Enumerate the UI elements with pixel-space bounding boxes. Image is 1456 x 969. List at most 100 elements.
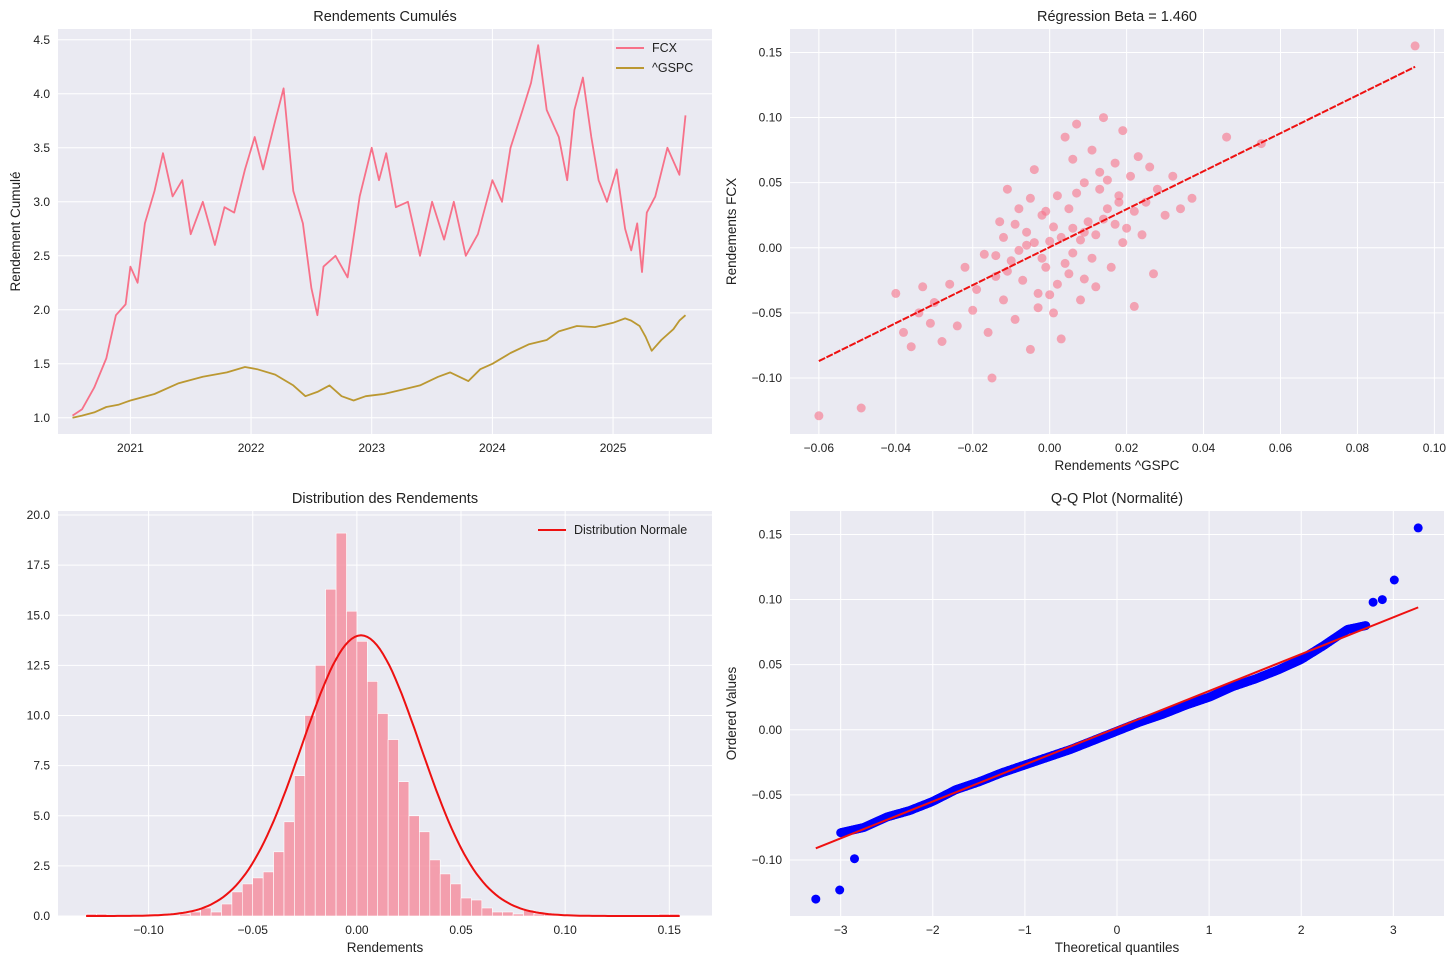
x-tick-label: −0.06 xyxy=(804,441,835,455)
y-tick-label: 0.15 xyxy=(759,527,783,541)
histogram-bar xyxy=(335,532,347,917)
plot-marks xyxy=(814,41,1420,421)
scatter-point xyxy=(1072,119,1082,129)
scatter-point xyxy=(1087,253,1097,263)
x-tick-label: 2022 xyxy=(238,441,265,455)
scatter-point xyxy=(1118,238,1128,248)
qq-point xyxy=(811,894,821,904)
x-tick-label: 2023 xyxy=(358,441,385,455)
x-tick-label: −0.02 xyxy=(958,441,989,455)
scatter-point xyxy=(1045,236,1055,246)
x-tick-label: 0.10 xyxy=(553,923,577,937)
x-tick-label: 0.08 xyxy=(1346,441,1370,455)
scatter-point xyxy=(891,288,901,298)
scatter-point xyxy=(1102,175,1112,185)
y-tick-label: 0.15 xyxy=(759,45,783,59)
scatter-point xyxy=(1041,262,1051,272)
histogram-bar xyxy=(419,831,431,917)
histogram-bar xyxy=(273,851,285,917)
scatter-point xyxy=(1099,113,1108,123)
scatter-point xyxy=(1095,167,1105,177)
histogram-bar xyxy=(408,815,420,917)
y-tick-label: 5.0 xyxy=(33,809,50,823)
scatter-point xyxy=(1052,279,1062,289)
scatter-point xyxy=(1029,165,1039,175)
tick-labels: −0.06 −0.04 −0.02 0.00 0.02 0.04 0.06 0.08 0.10 −… xyxy=(752,45,1447,455)
histogram-bar xyxy=(294,775,306,917)
histogram-bar xyxy=(325,588,337,917)
histogram-bar xyxy=(439,873,451,917)
scatter-point xyxy=(1087,145,1097,155)
x-tick-label: 0.10 xyxy=(1423,441,1447,455)
y-tick-label: 0.10 xyxy=(759,593,783,607)
gridlines xyxy=(58,511,712,917)
scatter-point xyxy=(1072,188,1082,198)
scatter-point xyxy=(1176,204,1185,214)
legend: FCX ^GSPC xyxy=(616,41,693,75)
normal-fit-curve xyxy=(86,634,680,917)
scatter-point xyxy=(899,327,908,337)
scatter-point xyxy=(1106,262,1116,272)
scatter-point xyxy=(1091,282,1101,292)
tick-labels: −3 −2 −1 0 1 2 3 −0.10 −0.05 0.00 0.05 0.10 0.15 xyxy=(752,527,1397,937)
histogram-bar xyxy=(387,739,399,917)
scatter-point xyxy=(1025,344,1035,354)
plot-area xyxy=(58,29,712,434)
x-tick-label: 2024 xyxy=(479,441,506,455)
scatter-point xyxy=(1114,191,1124,201)
scatter-point xyxy=(1064,269,1074,279)
scatter-point xyxy=(1152,184,1162,194)
x-axis-label: Theoretical quantiles xyxy=(1055,940,1180,955)
scatter-point xyxy=(1091,230,1101,240)
x-tick-label: 0.04 xyxy=(1192,441,1216,455)
plot-area xyxy=(790,29,1444,434)
scatter-point xyxy=(1064,204,1074,214)
y-tick-label: 0.00 xyxy=(759,241,783,255)
scatter-point xyxy=(1010,314,1020,324)
y-tick-label: 10.0 xyxy=(27,709,51,723)
x-tick-label: −0.10 xyxy=(133,923,164,937)
y-tick-label: −0.05 xyxy=(752,788,783,802)
scatter-point xyxy=(1076,295,1085,305)
scatter-point xyxy=(1129,301,1139,311)
scatter-point xyxy=(1060,132,1070,142)
scatter-point xyxy=(1137,230,1147,240)
scatter-point xyxy=(999,232,1008,242)
histogram-bar xyxy=(252,877,264,917)
legend-label-gspc: ^GSPC xyxy=(652,61,693,75)
histogram-bar xyxy=(283,821,295,917)
x-tick-label: 0.02 xyxy=(1115,441,1139,455)
scatter-point xyxy=(968,305,978,315)
histogram-bar xyxy=(179,913,191,917)
qq-point xyxy=(1377,595,1387,605)
scatter-point xyxy=(1102,204,1112,214)
scatter-point xyxy=(1149,269,1158,279)
y-tick-label: 15.0 xyxy=(27,608,51,622)
qq-point xyxy=(1368,597,1378,607)
gridlines xyxy=(790,29,1444,434)
y-tick-label: 12.5 xyxy=(27,658,51,672)
scatter-point xyxy=(1033,303,1043,313)
scatter-point xyxy=(1060,258,1070,268)
y-tick-label: −0.05 xyxy=(752,306,783,320)
scatter-point xyxy=(1129,206,1139,216)
scatter-point xyxy=(925,318,935,328)
qq-point xyxy=(850,854,859,864)
scatter-point xyxy=(1122,223,1132,233)
gridlines xyxy=(58,29,712,434)
scatter-point xyxy=(1068,223,1078,233)
scatter-point xyxy=(972,285,982,294)
y-tick-label: −0.10 xyxy=(752,371,783,385)
x-tick-label: −1 xyxy=(1018,923,1032,937)
x-tick-label: 0.00 xyxy=(345,923,369,937)
histogram-bar xyxy=(356,640,368,917)
series-line-fcx xyxy=(72,44,687,417)
histogram-bar xyxy=(304,715,316,917)
scatter-point xyxy=(1110,158,1120,168)
histogram-bar xyxy=(242,883,254,917)
scatter-point xyxy=(856,403,866,413)
scatter-point xyxy=(1068,248,1078,258)
series-line-gspc xyxy=(72,314,687,419)
legend: Distribution Normale xyxy=(538,523,687,537)
